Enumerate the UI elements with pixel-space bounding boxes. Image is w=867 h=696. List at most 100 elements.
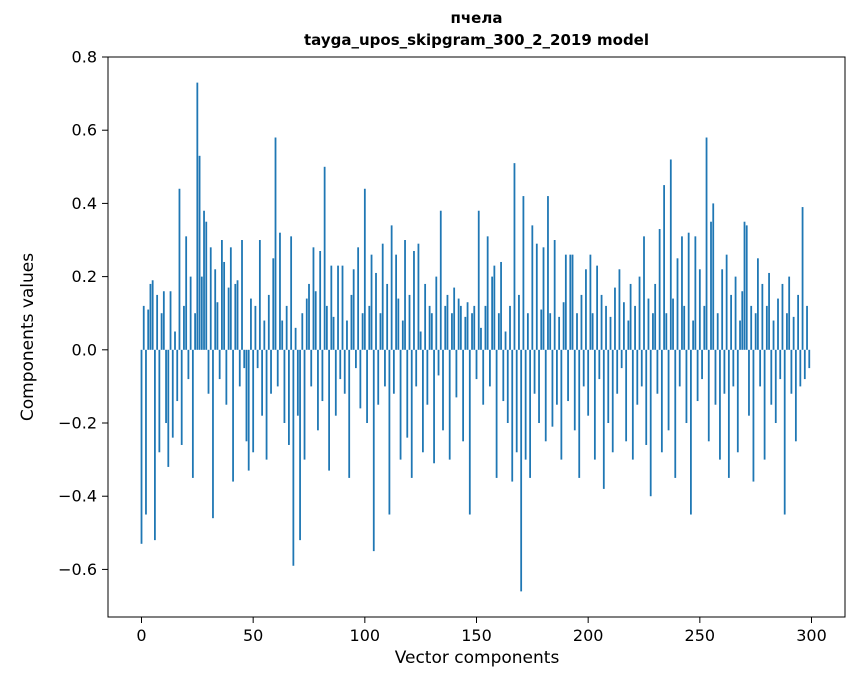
bar xyxy=(276,349,279,387)
bar xyxy=(352,269,355,350)
bar xyxy=(716,313,719,350)
y-tick-label: 0.2 xyxy=(72,267,97,286)
bar xyxy=(330,265,333,350)
bar xyxy=(178,188,181,350)
bar xyxy=(263,320,266,350)
bar xyxy=(292,349,295,566)
bar xyxy=(334,349,337,416)
bar xyxy=(216,302,219,350)
bar xyxy=(801,207,804,350)
bar xyxy=(379,313,382,350)
bar xyxy=(401,320,404,350)
bar xyxy=(611,349,614,453)
y-tick-label: 0.4 xyxy=(72,194,97,213)
bar xyxy=(593,349,596,460)
bar xyxy=(609,316,612,350)
bar xyxy=(272,258,275,350)
bar xyxy=(616,349,619,394)
bar xyxy=(564,254,567,350)
bar xyxy=(484,305,487,350)
bar xyxy=(236,280,239,350)
bar xyxy=(162,291,165,350)
bar xyxy=(267,294,270,350)
bar xyxy=(652,313,654,350)
bar xyxy=(337,265,339,350)
bar xyxy=(218,349,221,380)
bar xyxy=(294,327,297,350)
bar xyxy=(549,313,552,350)
bar xyxy=(462,349,464,442)
bar xyxy=(509,305,511,350)
bar xyxy=(147,309,150,350)
bar xyxy=(526,313,529,350)
bar xyxy=(618,269,621,350)
bar xyxy=(482,349,485,405)
bar xyxy=(451,313,453,350)
x-tick-label: 250 xyxy=(685,626,716,645)
bar xyxy=(433,349,435,464)
bar xyxy=(200,276,203,350)
bar xyxy=(209,247,212,350)
bar xyxy=(296,349,299,416)
bar xyxy=(428,305,431,350)
bar xyxy=(165,349,167,424)
bar xyxy=(325,305,328,350)
bar xyxy=(714,349,717,405)
bar xyxy=(576,313,578,350)
bar xyxy=(370,254,373,350)
bar xyxy=(424,283,427,350)
bar xyxy=(763,349,766,460)
bar xyxy=(578,349,581,478)
bar xyxy=(455,349,458,398)
bar xyxy=(759,349,762,387)
bar xyxy=(504,331,507,350)
bar xyxy=(638,276,641,350)
bar xyxy=(515,349,518,453)
bar xyxy=(185,236,188,350)
x-tick-label: 150 xyxy=(461,626,492,645)
bar xyxy=(524,349,527,460)
bar xyxy=(627,320,630,350)
y-tick-label: −0.6 xyxy=(58,560,97,579)
bar xyxy=(229,247,232,350)
bar xyxy=(419,331,422,350)
bar xyxy=(314,291,317,350)
bar xyxy=(596,265,598,350)
bar xyxy=(413,250,415,350)
bar xyxy=(783,349,786,515)
bar xyxy=(301,313,304,350)
bar xyxy=(180,349,183,445)
bar xyxy=(696,349,699,402)
bar xyxy=(723,349,726,394)
bar xyxy=(692,320,695,350)
bar xyxy=(556,349,558,405)
bar xyxy=(303,349,306,460)
bar xyxy=(589,254,592,350)
bar xyxy=(243,349,246,369)
bar xyxy=(631,349,634,460)
bar xyxy=(238,349,241,387)
bar xyxy=(656,349,659,394)
bar xyxy=(752,349,755,482)
bar xyxy=(750,305,753,350)
bar xyxy=(446,294,449,350)
axes-frame xyxy=(107,56,846,618)
bar xyxy=(145,349,147,515)
bar xyxy=(377,349,380,405)
bar xyxy=(497,313,500,350)
bar xyxy=(774,349,777,424)
bar xyxy=(531,225,534,350)
bar xyxy=(191,349,194,478)
bar xyxy=(366,349,368,424)
bar xyxy=(250,298,252,350)
bar xyxy=(667,349,670,431)
bar xyxy=(629,283,632,350)
bar xyxy=(404,240,406,350)
bar xyxy=(430,313,433,350)
bar xyxy=(252,349,255,453)
bar xyxy=(408,294,411,350)
bar xyxy=(493,265,496,350)
bar xyxy=(350,294,353,350)
bar xyxy=(739,320,741,350)
